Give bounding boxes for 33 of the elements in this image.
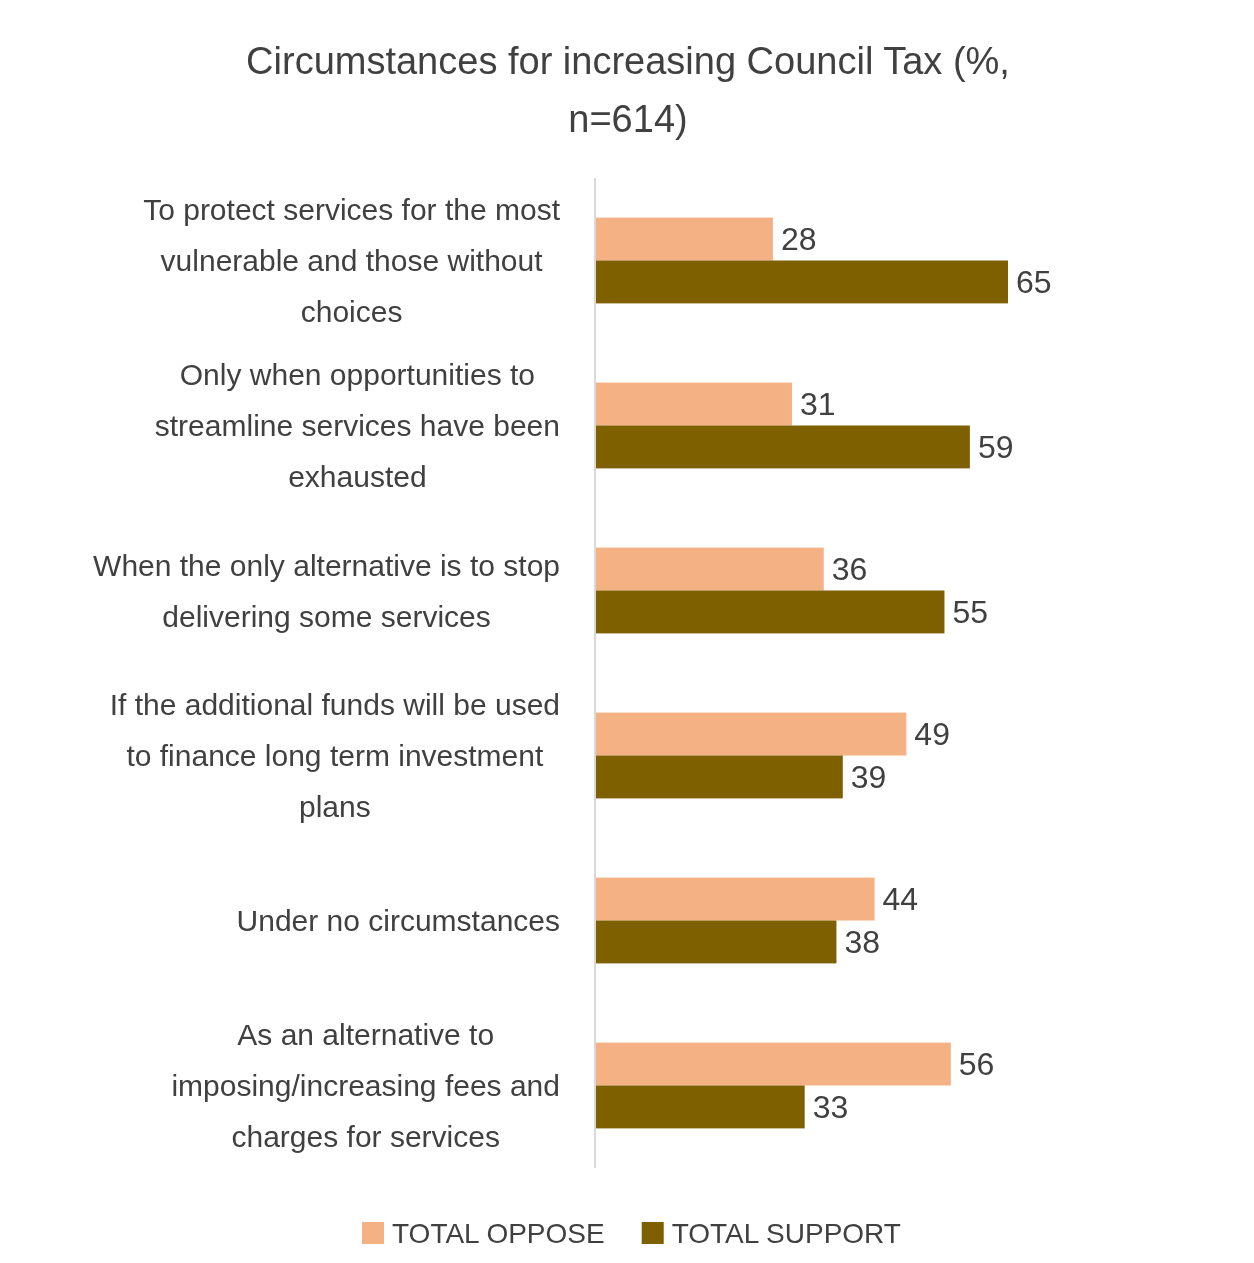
bar <box>595 382 792 426</box>
bar <box>595 425 970 469</box>
y-tick-label: As an alternative to imposing/increasing fees and charges for services <box>171 1018 561 1153</box>
data-label: 65 <box>1016 264 1052 301</box>
legend-label: TOTAL SUPPORT <box>671 1217 901 1249</box>
data-label: 33 <box>812 1089 849 1126</box>
bar <box>595 920 837 964</box>
data-label: 55 <box>952 594 989 631</box>
bar <box>595 1085 805 1129</box>
data-label: 59 <box>977 429 1014 466</box>
bar <box>595 590 945 634</box>
data-label: 36 <box>831 551 868 588</box>
data-label: 56 <box>958 1046 995 1083</box>
data-label: 31 <box>799 386 836 423</box>
y-tick-label: To protect services for the most vulnerable and those without choices <box>143 193 561 328</box>
bar <box>595 755 843 799</box>
data-label: 28 <box>780 221 817 258</box>
bar <box>595 712 907 756</box>
bar <box>595 1042 951 1086</box>
bar <box>595 877 875 921</box>
y-tick-label: When the only alternative is to stop delivering some services <box>93 548 560 633</box>
bar <box>595 547 824 591</box>
data-label: 44 <box>882 881 919 918</box>
y-tick-label: Under no circumstances <box>236 904 560 937</box>
data-label: 38 <box>844 924 881 961</box>
data-label: 49 <box>914 716 950 753</box>
bar <box>595 217 773 261</box>
legend-label: TOTAL OPPOSE <box>392 1217 605 1249</box>
bar <box>595 260 1008 304</box>
y-tick-label: If the additional funds will be used to finance long term investment plans <box>109 688 560 823</box>
data-label: 39 <box>850 759 887 796</box>
chart-title: Circumstances for increasing Council Tax (%, n=614) <box>246 40 1010 140</box>
y-tick-label: Only when opportunities to streamline services have been exhausted <box>154 358 561 493</box>
